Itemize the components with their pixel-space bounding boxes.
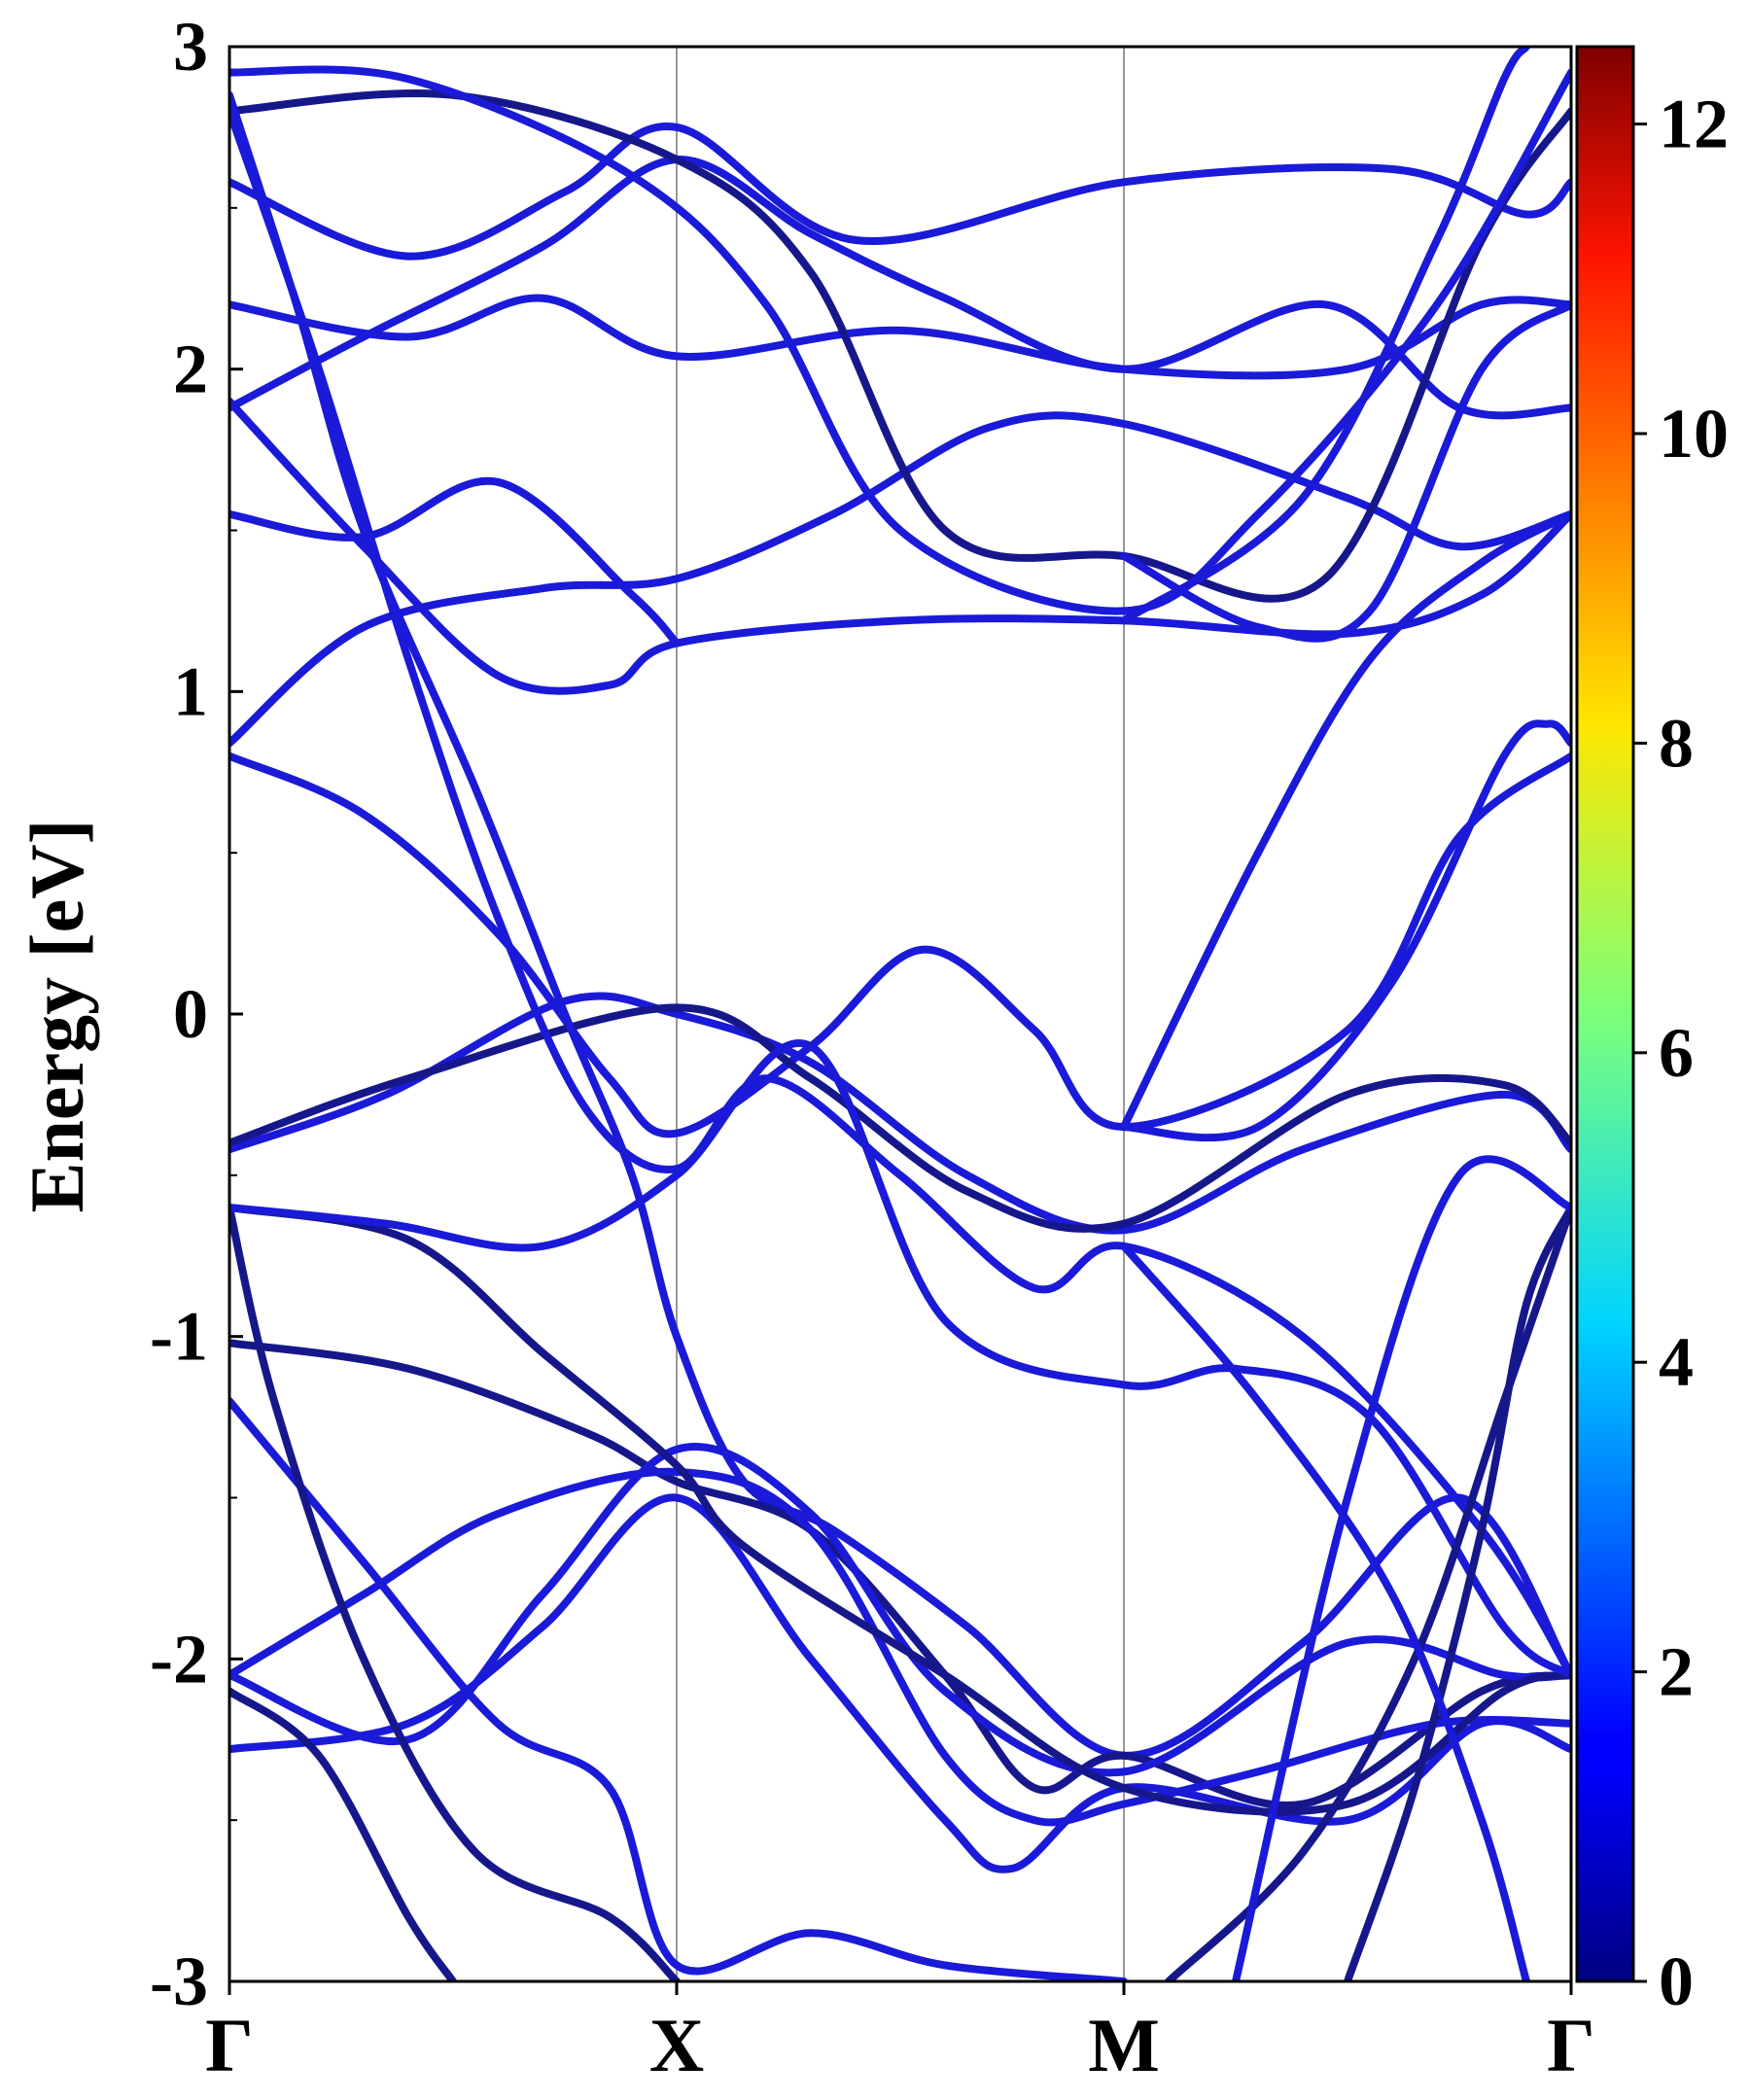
band-line <box>229 1003 1571 1233</box>
y-tick-label: 3 <box>173 8 208 86</box>
band-lines <box>229 47 1571 1981</box>
band-line <box>229 1039 1571 1679</box>
y-axis-title: Energy [eV] <box>15 819 99 1212</box>
band-line <box>1120 1242 1530 1981</box>
band-line <box>229 156 1571 420</box>
y-tick-label: 1 <box>173 652 208 730</box>
y-axis: 3 2 1 0 -1 -2 -3 <box>150 8 243 2020</box>
band-line <box>229 122 1571 261</box>
band-line <box>1344 1204 1571 1981</box>
colorbar-tick-label: 8 <box>1659 704 1694 782</box>
band-line <box>229 90 1571 1760</box>
colorbar-tick-label: 12 <box>1659 86 1729 163</box>
band-line <box>1120 300 1571 643</box>
band-line <box>229 1204 681 1981</box>
band-line <box>229 992 1571 1235</box>
band-line <box>229 1687 457 1981</box>
colorbar-tick-label: 2 <box>1659 1633 1694 1711</box>
x-tick-label: Γ <box>1547 2003 1595 2087</box>
y-tick-label: 0 <box>173 975 208 1053</box>
k-point-divider-lines <box>676 47 1125 1981</box>
colorbar <box>1575 45 1635 1983</box>
band-line <box>1120 509 1571 1132</box>
x-tick-label: Γ <box>205 2003 254 2087</box>
band-line <box>1165 1204 1571 1981</box>
y-tick-label: -2 <box>150 1620 208 1698</box>
band-line <box>1232 1155 1571 1981</box>
band-line <box>229 294 1571 380</box>
y-tick-label: -1 <box>150 1298 208 1376</box>
band-line <box>229 1467 1571 1827</box>
colorbar-tick-label: 10 <box>1659 395 1729 472</box>
band-line <box>229 65 1571 615</box>
band-line <box>229 107 1571 1679</box>
band-line <box>229 752 1571 1138</box>
colorbar-tick-label: 0 <box>1659 1942 1694 2020</box>
y-tick-label: -3 <box>150 1942 208 2020</box>
band-line <box>1120 47 1530 625</box>
colorbar-axis: 0 2 4 6 8 10 12 <box>1633 86 1729 2020</box>
band-line <box>229 1442 1571 1777</box>
colorbar-tick-label: 4 <box>1659 1323 1694 1401</box>
band-line <box>229 89 1571 603</box>
x-tick-label: M <box>1088 2003 1160 2087</box>
band-line <box>229 476 681 648</box>
x-tick-label: X <box>649 2003 704 2087</box>
y-tick-label: 2 <box>173 331 208 408</box>
band-line <box>1120 719 1571 1142</box>
colorbar-tick-label: 6 <box>1659 1014 1694 1092</box>
band-line <box>229 1493 1571 1873</box>
band-line <box>229 1204 1571 1816</box>
band-line <box>229 397 1571 695</box>
band-line <box>229 1397 1128 1981</box>
